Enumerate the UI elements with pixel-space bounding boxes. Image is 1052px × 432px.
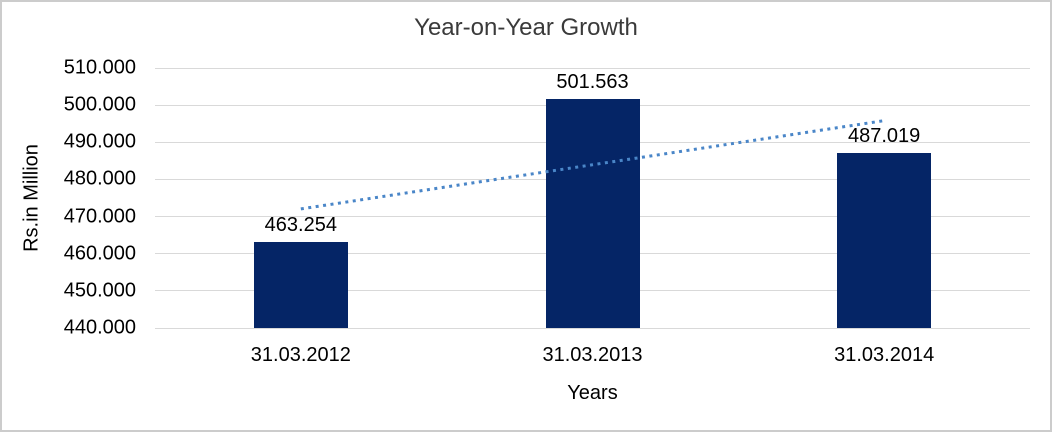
y-tick-label: 510.000 [63,56,136,79]
x-tick-label: 31.03.2014 [834,344,935,366]
bar [837,153,932,328]
x-axis-title: Years [567,382,618,404]
gridline [155,327,1030,329]
data-label: 501.563 [556,71,629,94]
y-tick-label: 450.000 [63,279,136,302]
y-axis-title: Rs.in Million [20,144,43,252]
x-tick-label: 31.03.2013 [542,344,643,366]
y-tick-label: 470.000 [63,205,136,228]
bar [253,241,348,328]
gridline [155,67,1030,69]
y-tick-label: 440.000 [63,316,136,339]
data-label: 487.019 [848,125,921,148]
data-label: 463.254 [264,213,337,236]
bar [545,99,640,328]
y-tick-label: 480.000 [63,167,136,190]
y-tick-label: 490.000 [63,130,136,153]
chart-title: Year-on-Year Growth [414,14,638,41]
x-tick-label: 31.03.2012 [250,344,351,366]
y-tick-label: 500.000 [63,93,136,116]
y-tick-label: 460.000 [63,242,136,265]
